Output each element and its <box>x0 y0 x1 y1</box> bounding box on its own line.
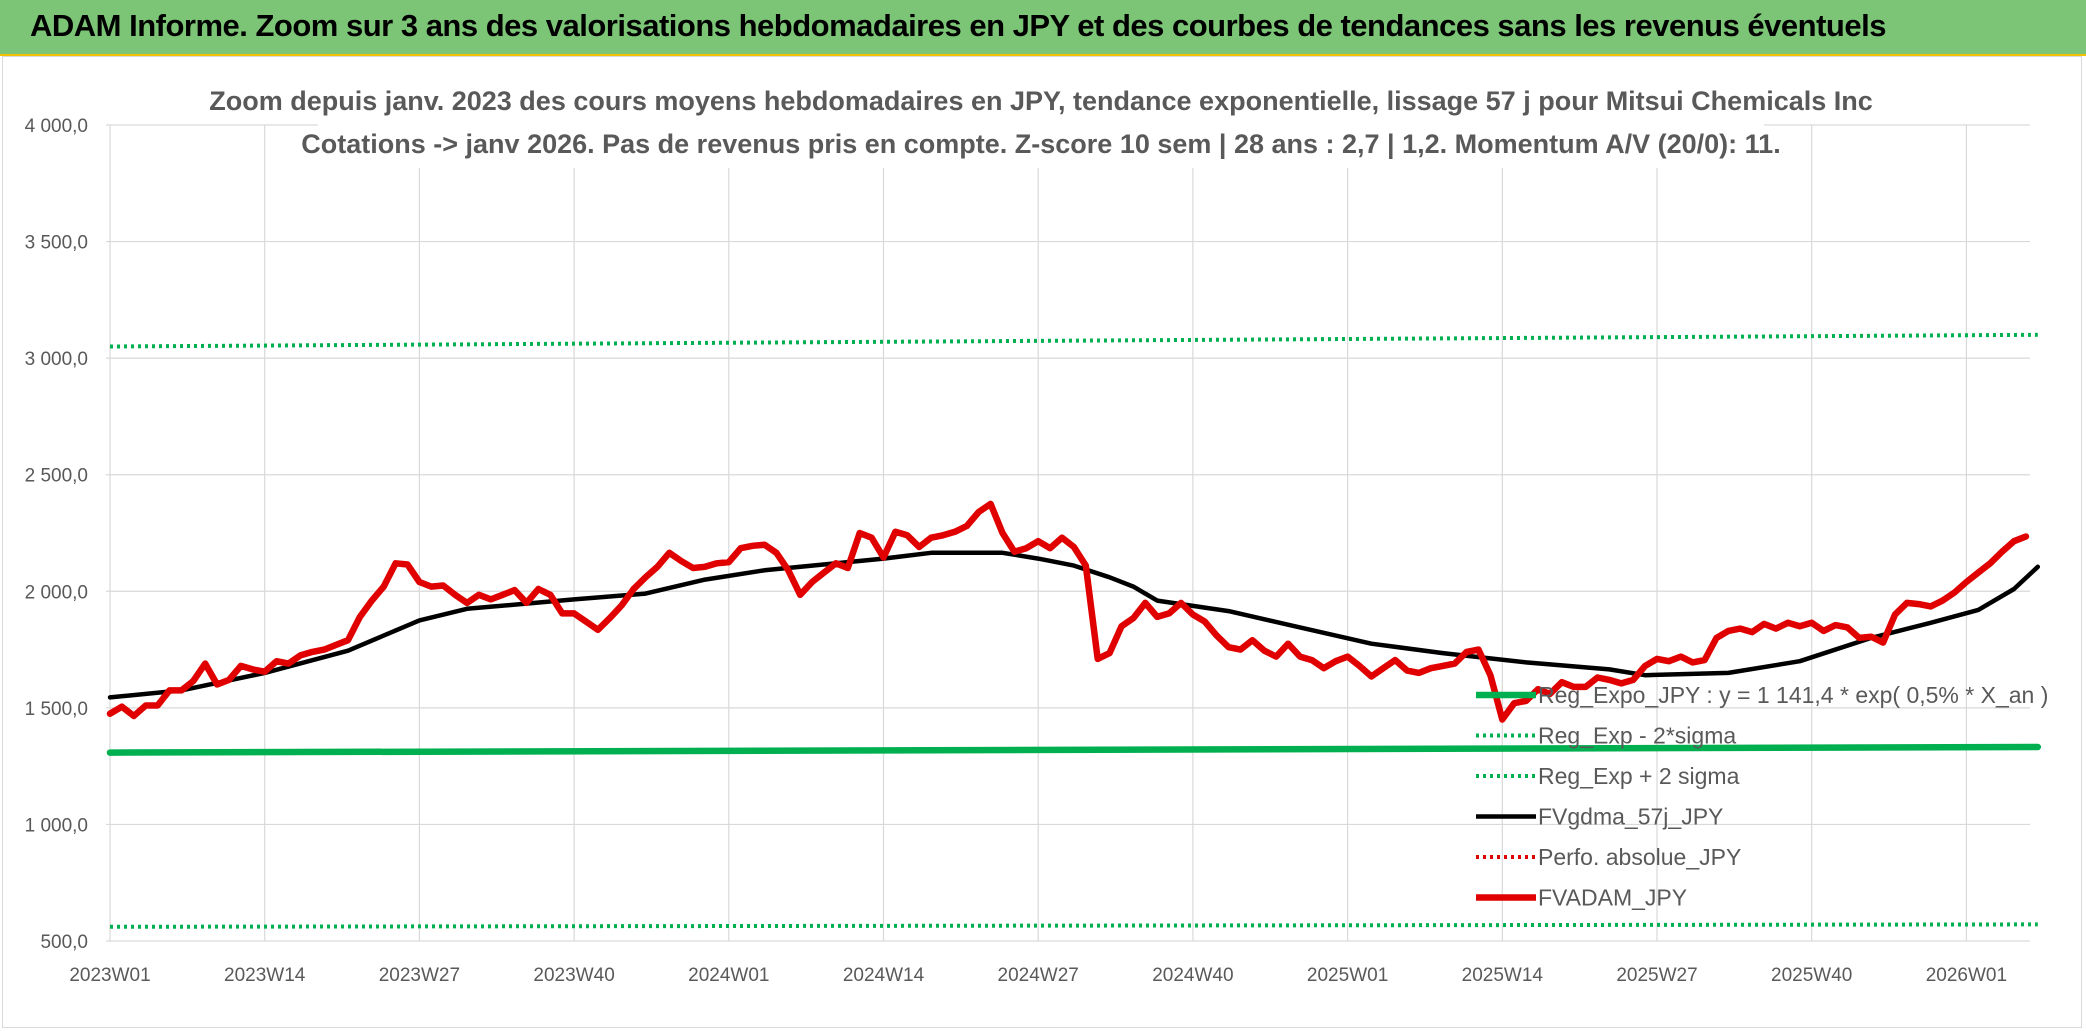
x-tick-label: 2024W14 <box>843 965 925 986</box>
y-axis-ticks: 4 000,0 3 500,0 3 000,0 2 500,0 2 000,0 1 500… <box>25 116 88 953</box>
y-tick-label: 1 000,0 <box>25 815 88 836</box>
y-tick-label: 2 000,0 <box>25 582 88 603</box>
title-backdrop <box>318 78 1764 168</box>
x-tick-label: 2024W40 <box>1152 965 1233 986</box>
y-tick-label: 3 500,0 <box>25 233 88 254</box>
series-line <box>106 500 2030 723</box>
y-tick-label: 2 500,0 <box>25 466 88 487</box>
chart-title-line1: Zoom depuis janv. 2023 des cours moyens … <box>209 86 1873 116</box>
y-tick-label: 1 500,0 <box>25 699 88 720</box>
gridlines <box>106 124 2030 942</box>
legend-label: Reg_Exp + 2 sigma <box>1538 763 1740 789</box>
series-line <box>106 743 2042 756</box>
series-line <box>107 550 2041 700</box>
chart-title-line2: Cotations -> janv 2026. Pas de revenus p… <box>301 129 1780 159</box>
legend-label: Perfo. absolue_JPY <box>1538 844 1741 870</box>
x-tick-label: 2025W40 <box>1771 965 1852 986</box>
banner-title: ADAM Informe. Zoom sur 3 ans des valoris… <box>30 8 1886 43</box>
legend: Reg_Expo_JPY : y = 1 141,4 * exp( 0,5% *… <box>1476 682 2048 911</box>
x-tick-label: 2023W14 <box>224 965 306 986</box>
x-tick-label: 2025W14 <box>1462 965 1544 986</box>
series-line <box>109 922 2038 929</box>
series-lines <box>106 332 2042 929</box>
legend-label: FVgdma_57j_JPY <box>1538 804 1723 830</box>
legend-label: FVADAM_JPY <box>1538 885 1687 911</box>
x-tick-label: 2026W01 <box>1926 965 2007 986</box>
legend-label: Reg_Exp - 2*sigma <box>1538 723 1736 749</box>
x-tick-label: 2023W40 <box>533 965 614 986</box>
series-line <box>109 332 2038 349</box>
x-axis-ticks: 2023W01 2023W14 2023W27 2023W40 2024W01 2024W… <box>69 965 2007 986</box>
x-tick-label: 2023W27 <box>379 965 460 986</box>
x-tick-label: 2024W27 <box>998 965 1079 986</box>
x-tick-label: 2025W27 <box>1616 965 1697 986</box>
y-tick-label: 500,0 <box>40 932 88 953</box>
chart-frame <box>2 56 2082 1028</box>
y-tick-label: 3 000,0 <box>25 349 88 370</box>
legend-label: Reg_Expo_JPY : y = 1 141,4 * exp( 0,5% *… <box>1538 682 2048 708</box>
report-banner: ADAM Informe. Zoom sur 3 ans des valoris… <box>0 0 2086 56</box>
y-tick-label: 4 000,0 <box>25 116 88 137</box>
x-tick-label: 2024W01 <box>688 965 769 986</box>
x-tick-label: 2025W01 <box>1307 965 1388 986</box>
x-tick-label: 2023W01 <box>69 965 150 986</box>
